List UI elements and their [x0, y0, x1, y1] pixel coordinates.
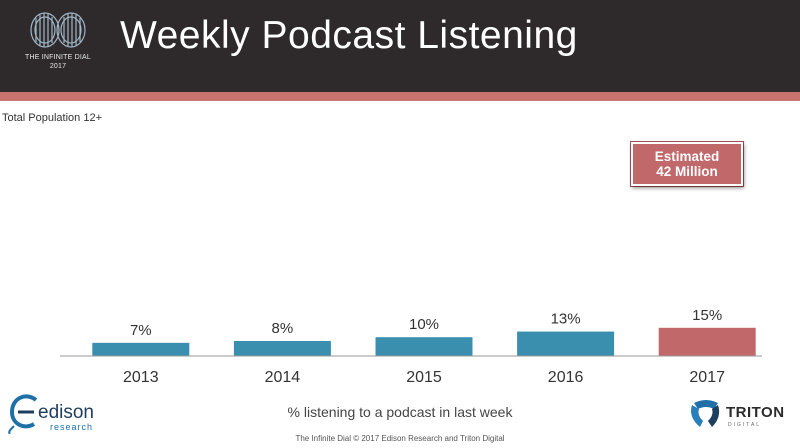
bar-2016: [517, 331, 615, 356]
edison-e-icon: [8, 394, 38, 434]
bar-2014: [233, 340, 331, 356]
bar-2017: [658, 327, 756, 356]
edison-research-logo: edison research: [8, 392, 118, 436]
triton-subtext: DIGITAL: [728, 422, 762, 428]
triton-digital-logo: TRITON DIGITAL: [688, 395, 798, 435]
tick-label-2015: 2015: [406, 369, 442, 386]
tick-label-2016: 2016: [548, 369, 584, 386]
infinity-icon: [30, 12, 86, 48]
bar-chart: 7% 2013 8% 2014 10% 2015 13% 2016 15% 2017: [60, 307, 762, 386]
chart-subtitle: Total Population 12+: [2, 112, 102, 124]
callout-line-1: Estimated: [654, 149, 720, 164]
edison-subtext: research: [50, 422, 94, 432]
logo-line-1: THE INFINITE DIAL: [24, 54, 92, 61]
bar-2013: [92, 342, 190, 356]
value-label-2017: 15%: [692, 307, 722, 324]
page-title: Weekly Podcast Listening: [120, 14, 578, 57]
triton-icon: [691, 400, 720, 427]
x-axis-label: % listening to a podcast in last week: [287, 404, 513, 420]
value-label-2014: 8%: [272, 320, 294, 337]
estimate-callout: Estimated 42 Million: [631, 142, 743, 186]
value-label-2015: 10%: [409, 316, 439, 333]
infinite-dial-logo: THE INFINITE DIAL 2017: [18, 6, 98, 86]
bar-2015: [375, 337, 473, 356]
tick-label-2013: 2013: [123, 369, 159, 386]
logo-line-2: 2017: [49, 63, 67, 70]
triton-wordmark: TRITON: [726, 404, 785, 421]
callout-line-2: 42 Million: [656, 164, 718, 179]
edison-wordmark: edison: [38, 402, 94, 423]
footer-credit: The Infinite Dial © 2017 Edison Research…: [295, 434, 505, 443]
header-bar: THE INFINITE DIAL 2017 Weekly Podcast Li…: [0, 0, 800, 92]
value-label-2016: 13%: [551, 311, 581, 328]
header-stripe: [0, 92, 800, 101]
tick-label-2017: 2017: [689, 369, 725, 386]
tick-label-2014: 2014: [265, 369, 301, 386]
value-label-2013: 7%: [130, 322, 152, 339]
